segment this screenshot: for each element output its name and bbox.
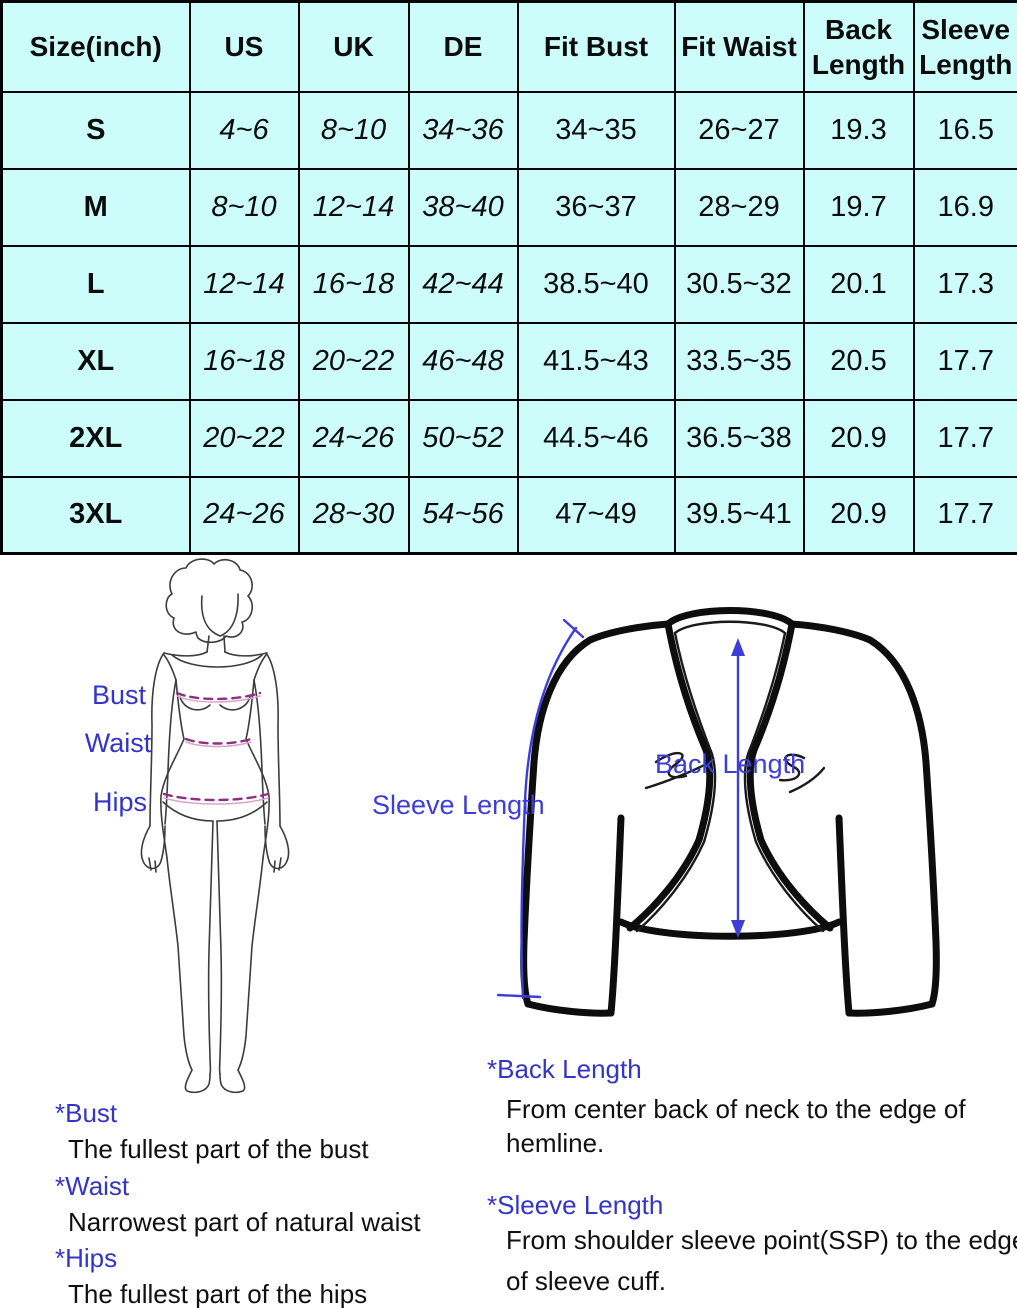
table-cell: 12~14 <box>297 167 410 247</box>
table-cell: 4~6 <box>188 90 300 170</box>
hips-label: Hips <box>92 787 147 817</box>
table-cell: 41.5~43 <box>516 321 676 401</box>
table-cell: M <box>0 167 191 247</box>
waist-label: Waist <box>84 728 152 758</box>
table-cell: 19.3 <box>802 90 915 170</box>
waist-measure-line <box>184 737 253 748</box>
bust-definition-term: *Bust <box>55 1098 118 1128</box>
table-header-row: Size(inch) US UK DE Fit Bust Fit Waist B… <box>0 0 1017 93</box>
back-length-definition-term: *Back Length <box>487 1054 642 1084</box>
table-cell: 16.9 <box>912 167 1017 247</box>
col-header-de: DE <box>407 0 519 93</box>
table-cell: 17.7 <box>912 398 1017 478</box>
table-row: M 8~10 12~14 38~40 36~37 28~29 19.7 16.9 <box>0 167 1017 247</box>
sleeve-length-definition-line2: of sleeve cuff. <box>506 1266 666 1296</box>
table-cell: 20.9 <box>802 475 915 555</box>
table-cell: 38.5~40 <box>516 244 676 324</box>
table-cell: 28~29 <box>673 167 805 247</box>
table-cell: 2XL <box>0 398 191 478</box>
face-outline <box>200 593 239 637</box>
back-length-definition-line1: From center back of neck to the edge of <box>506 1094 966 1124</box>
table-row: 3XL 24~26 28~30 54~56 47~49 39.5~41 20.9… <box>0 475 1017 555</box>
table-cell: L <box>0 244 191 324</box>
table-cell: 26~27 <box>673 90 805 170</box>
sleeve-length-label: Sleeve Length <box>372 790 545 820</box>
bust-label: Bust <box>91 680 147 710</box>
table-cell: 12~14 <box>188 244 300 324</box>
table-row: 2XL 20~22 24~26 50~52 44.5~46 36.5~38 20… <box>0 398 1017 478</box>
garment-measurement-diagram <box>480 590 950 1020</box>
table-cell: 24~26 <box>188 475 300 555</box>
cardigan-trim <box>635 620 825 933</box>
table-cell: 38~40 <box>407 167 519 247</box>
table-cell: 36.5~38 <box>673 398 805 478</box>
table-cell: 24~26 <box>297 398 410 478</box>
col-header-bust: Fit Bust <box>516 0 676 93</box>
back-length-label: Back Length <box>655 749 806 779</box>
hips-definition-desc: The fullest part of the hips <box>68 1279 368 1308</box>
back-length-arrow <box>731 638 745 938</box>
cardigan-outline <box>520 607 940 1017</box>
col-header-back: Back Length <box>802 0 915 93</box>
table-cell: 36~37 <box>516 167 676 247</box>
hips-measure-line <box>162 792 270 805</box>
size-table: Size(inch) US UK DE Fit Bust Fit Waist B… <box>0 0 1017 555</box>
table-cell: 8~10 <box>297 90 410 170</box>
table-cell: 34~36 <box>407 90 519 170</box>
table-cell: 30.5~32 <box>673 244 805 324</box>
table-cell: 16.5 <box>912 90 1017 170</box>
table-cell: 17.7 <box>912 321 1017 401</box>
bust-measure-line <box>175 691 262 703</box>
fold-marks <box>644 752 826 794</box>
table-cell: 17.7 <box>912 475 1017 555</box>
table-cell: 8~10 <box>188 167 300 247</box>
col-header-us: US <box>188 0 300 93</box>
table-cell: 34~35 <box>516 90 676 170</box>
col-header-uk: UK <box>297 0 410 93</box>
table-row: L 12~14 16~18 42~44 38.5~40 30.5~32 20.1… <box>0 244 1017 324</box>
col-header-size: Size(inch) <box>0 0 191 93</box>
table-cell: 20~22 <box>297 321 410 401</box>
table-cell: 16~18 <box>188 321 300 401</box>
table-cell: 47~49 <box>516 475 676 555</box>
hips-definition-term: *Hips <box>55 1243 118 1273</box>
table-cell: 28~30 <box>297 475 410 555</box>
table-cell: 16~18 <box>297 244 410 324</box>
table-cell: 50~52 <box>407 398 519 478</box>
col-header-waist: Fit Waist <box>673 0 805 93</box>
table-cell: 20~22 <box>188 398 300 478</box>
sleeve-length-definition-line1: From shoulder sleeve point(SSP) to the e… <box>506 1225 1017 1255</box>
table-row: S 4~6 8~10 34~36 34~35 26~27 19.3 16.5 <box>0 90 1017 170</box>
sleeve-length-line <box>496 618 585 1000</box>
table-cell: 20.5 <box>802 321 915 401</box>
waist-definition-term: *Waist <box>55 1171 130 1201</box>
table-row: XL 16~18 20~22 46~48 41.5~43 33.5~35 20.… <box>0 321 1017 401</box>
table-cell: 20.1 <box>802 244 915 324</box>
table-cell: 39.5~41 <box>673 475 805 555</box>
waist-definition-desc: Narrowest part of natural waist <box>68 1207 421 1237</box>
back-length-definition-line2: hemline. <box>506 1128 605 1158</box>
table-cell: 54~56 <box>407 475 519 555</box>
table-cell: 44.5~46 <box>516 398 676 478</box>
table-cell: 42~44 <box>407 244 519 324</box>
table-cell: 20.9 <box>802 398 915 478</box>
table-cell: 17.3 <box>912 244 1017 324</box>
table-cell: 3XL <box>0 475 191 555</box>
bust-definition-desc: The fullest part of the bust <box>68 1134 369 1164</box>
sleeve-length-definition-term: *Sleeve Length <box>487 1190 664 1220</box>
hair-outline <box>165 558 254 644</box>
table-cell: 46~48 <box>407 321 519 401</box>
table-cell: XL <box>0 321 191 401</box>
table-cell: S <box>0 90 191 170</box>
body-measurement-diagram <box>120 556 320 1096</box>
table-cell: 19.7 <box>802 167 915 247</box>
table-cell: 33.5~35 <box>673 321 805 401</box>
col-header-sleeve: Sleeve Length <box>912 0 1017 93</box>
